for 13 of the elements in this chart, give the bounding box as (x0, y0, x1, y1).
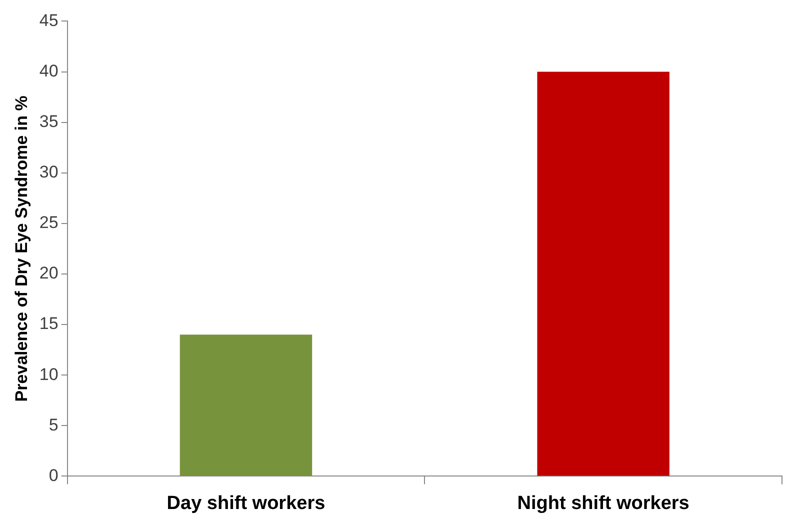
y-axis-title: Prevalence of Dry Eye Syndrome in % (12, 96, 31, 402)
x-tick-label: Night shift workers (517, 492, 690, 514)
y-tick-label: 25 (39, 213, 58, 232)
y-tick-label: 5 (48, 415, 58, 434)
y-tick-label: 35 (39, 112, 58, 131)
y-tick-label: 20 (39, 264, 58, 283)
x-tick-label: Day shift workers (166, 492, 326, 514)
y-tick-label: 30 (39, 162, 58, 182)
y-tick-label: 0 (48, 466, 58, 485)
y-tick-label: 45 (39, 10, 58, 30)
y-tick-label: 10 (39, 364, 58, 384)
y-tick-label: 40 (39, 61, 58, 80)
y-tick-label: 15 (39, 314, 58, 334)
